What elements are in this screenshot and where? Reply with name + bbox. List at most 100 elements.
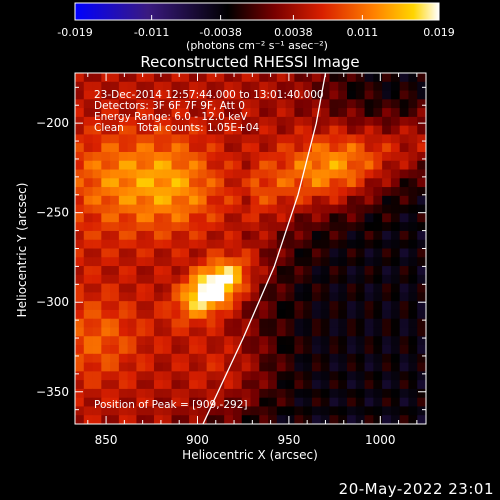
heatmap-cell [118, 292, 129, 302]
heatmap-cell [390, 353, 401, 363]
heatmap-cell [285, 397, 295, 407]
heatmap-cell [338, 108, 348, 118]
heatmap-cell [311, 204, 322, 214]
heatmap-cell [285, 415, 295, 424]
heatmap-cell [285, 195, 295, 206]
heatmap-cell [399, 81, 409, 91]
heatmap-cell [110, 309, 120, 320]
heatmap-cell [390, 187, 401, 197]
heatmap-cell [294, 371, 304, 381]
heatmap-cell [373, 178, 383, 188]
heatmap-cell [232, 116, 243, 127]
heatmap-cell [373, 195, 383, 206]
heatmap-cell [92, 274, 102, 285]
heatmap-cell [320, 90, 330, 100]
heatmap-cell [285, 116, 295, 127]
heatmap-cell [92, 380, 102, 390]
heatmap-cell [206, 239, 216, 249]
heatmap-cell [285, 204, 295, 214]
heatmap-cell [92, 90, 102, 100]
heatmap-cell [75, 415, 85, 424]
heatmap-cell [311, 266, 322, 276]
heatmap-cell [320, 362, 330, 372]
heatmap-cell [232, 266, 243, 276]
heatmap-cell [382, 292, 392, 302]
heatmap-cell [101, 345, 111, 355]
heatmap-cell [355, 108, 365, 118]
heatmap-cell [259, 169, 269, 179]
heatmap-cell [101, 336, 111, 346]
heatmap-cell [110, 248, 120, 258]
heatmap-cell [145, 73, 155, 83]
heatmap-cell [311, 169, 322, 179]
chart-title: Reconstructed RHESSI Image [140, 53, 359, 71]
heatmap-cell [382, 81, 392, 91]
heatmap-cell [118, 266, 129, 276]
heatmap-cell [83, 327, 93, 337]
heatmap-cell [224, 353, 234, 363]
heatmap-cell [136, 187, 146, 197]
heatmap-cell [197, 169, 208, 179]
heatmap-cell [136, 151, 146, 162]
heatmap-cell [241, 230, 251, 241]
heatmap-cell [417, 371, 426, 381]
heatmap-cell [329, 327, 339, 337]
heatmap-cell [399, 239, 409, 249]
heatmap-cell [347, 195, 357, 206]
heatmap-cell [206, 108, 216, 118]
heatmap-cell [417, 90, 426, 100]
heatmap-cell [189, 213, 199, 223]
heatmap-cell [171, 151, 181, 162]
heatmap-cell [232, 327, 243, 337]
heatmap-cell [118, 143, 129, 153]
heatmap-cell [303, 274, 313, 285]
heatmap-cell [417, 222, 426, 232]
heatmap-cell [250, 160, 260, 170]
heatmap-cell [259, 388, 269, 399]
heatmap-cell [83, 406, 93, 416]
heatmap-cell [250, 99, 260, 109]
heatmap-cell [127, 274, 137, 285]
heatmap-cell [197, 116, 208, 127]
heatmap-cell [92, 178, 102, 188]
heatmap-cell [101, 143, 111, 153]
heatmap-cell [153, 204, 164, 214]
heatmap-cell [189, 239, 199, 249]
y-tick-label: −200 [36, 116, 69, 130]
heatmap-cell [127, 99, 137, 109]
heatmap-cell [232, 397, 243, 407]
heatmap-cell [224, 151, 234, 162]
heatmap-cell [215, 116, 225, 127]
heatmap-cell [189, 388, 199, 399]
heatmap-cell [215, 81, 225, 91]
heatmap-cell [197, 239, 208, 249]
heatmap-cell [197, 362, 208, 372]
heatmap-cell [364, 99, 374, 109]
heatmap-cell [338, 371, 348, 381]
heatmap-cell [250, 230, 260, 241]
heatmap-cell [285, 292, 295, 302]
heatmap-cell [110, 292, 120, 302]
heatmap-cell [136, 380, 146, 390]
heatmap-cell [162, 283, 172, 293]
heatmap-cell [215, 274, 225, 285]
heatmap-cell [408, 257, 418, 267]
heatmap-cell [232, 230, 243, 241]
heatmap-cell [259, 151, 269, 162]
heatmap-cell [382, 90, 392, 100]
heatmap-cell [399, 353, 409, 363]
heatmap-cell [241, 353, 251, 363]
heatmap-cell [180, 143, 190, 153]
heatmap-cell [215, 108, 225, 118]
heatmap-cell [347, 292, 357, 302]
heatmap-cell [189, 266, 199, 276]
heatmap-cell [329, 353, 339, 363]
heatmap-cell [399, 362, 409, 372]
heatmap-cell [180, 301, 190, 311]
heatmap-cell [171, 81, 181, 91]
heatmap-cell [232, 292, 243, 302]
heatmap-cell [382, 143, 392, 153]
heatmap-cell [136, 371, 146, 381]
heatmap-cell [215, 143, 225, 153]
heatmap-cell [329, 195, 339, 206]
